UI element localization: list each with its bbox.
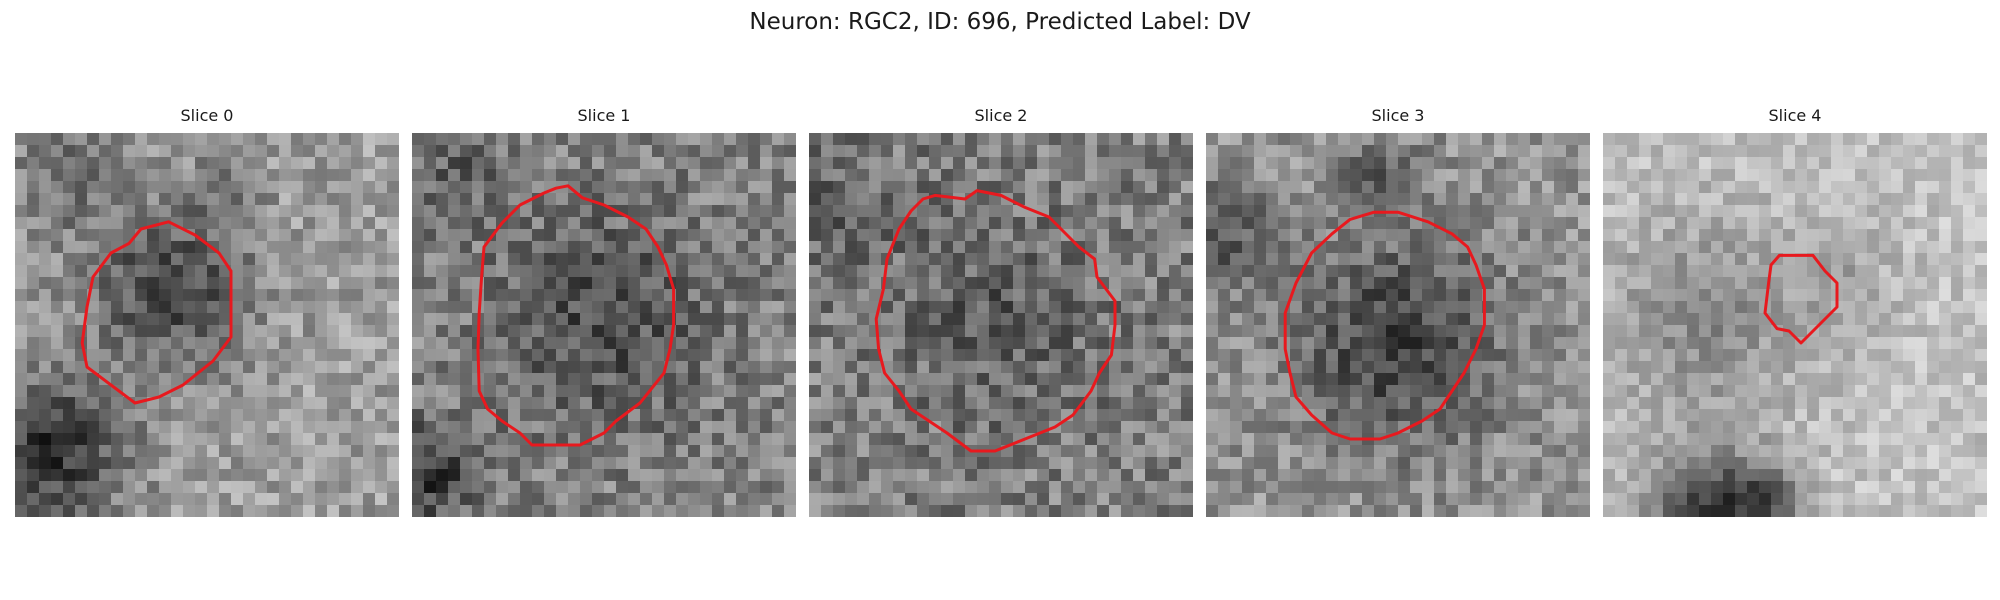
slice-image-3 [1206,133,1590,517]
neuron-contour [1763,253,1839,345]
neuron-contour [476,184,676,447]
neuron-contour [1283,210,1486,441]
pixel-grid [1603,133,1987,517]
slice-title-4: Slice 4 [1768,106,1822,125]
slice-image-2 [809,133,1193,517]
neuron-contour [874,189,1117,453]
neuron-contour [80,220,233,405]
pixel-grid [412,133,796,517]
slice-image-0 [15,133,399,517]
pixel-grid [1206,133,1590,517]
slice-image-4 [1603,133,1987,517]
slice-image-1 [412,133,796,517]
figure-title: Neuron: RGC2, ID: 696, Predicted Label: … [749,9,1251,35]
slice-title-0: Slice 0 [180,106,234,125]
pixel-grid [15,133,399,517]
slice-title-1: Slice 1 [577,106,631,125]
pixel-grid [809,133,1193,517]
slice-title-3: Slice 3 [1371,106,1425,125]
slice-title-2: Slice 2 [974,106,1028,125]
